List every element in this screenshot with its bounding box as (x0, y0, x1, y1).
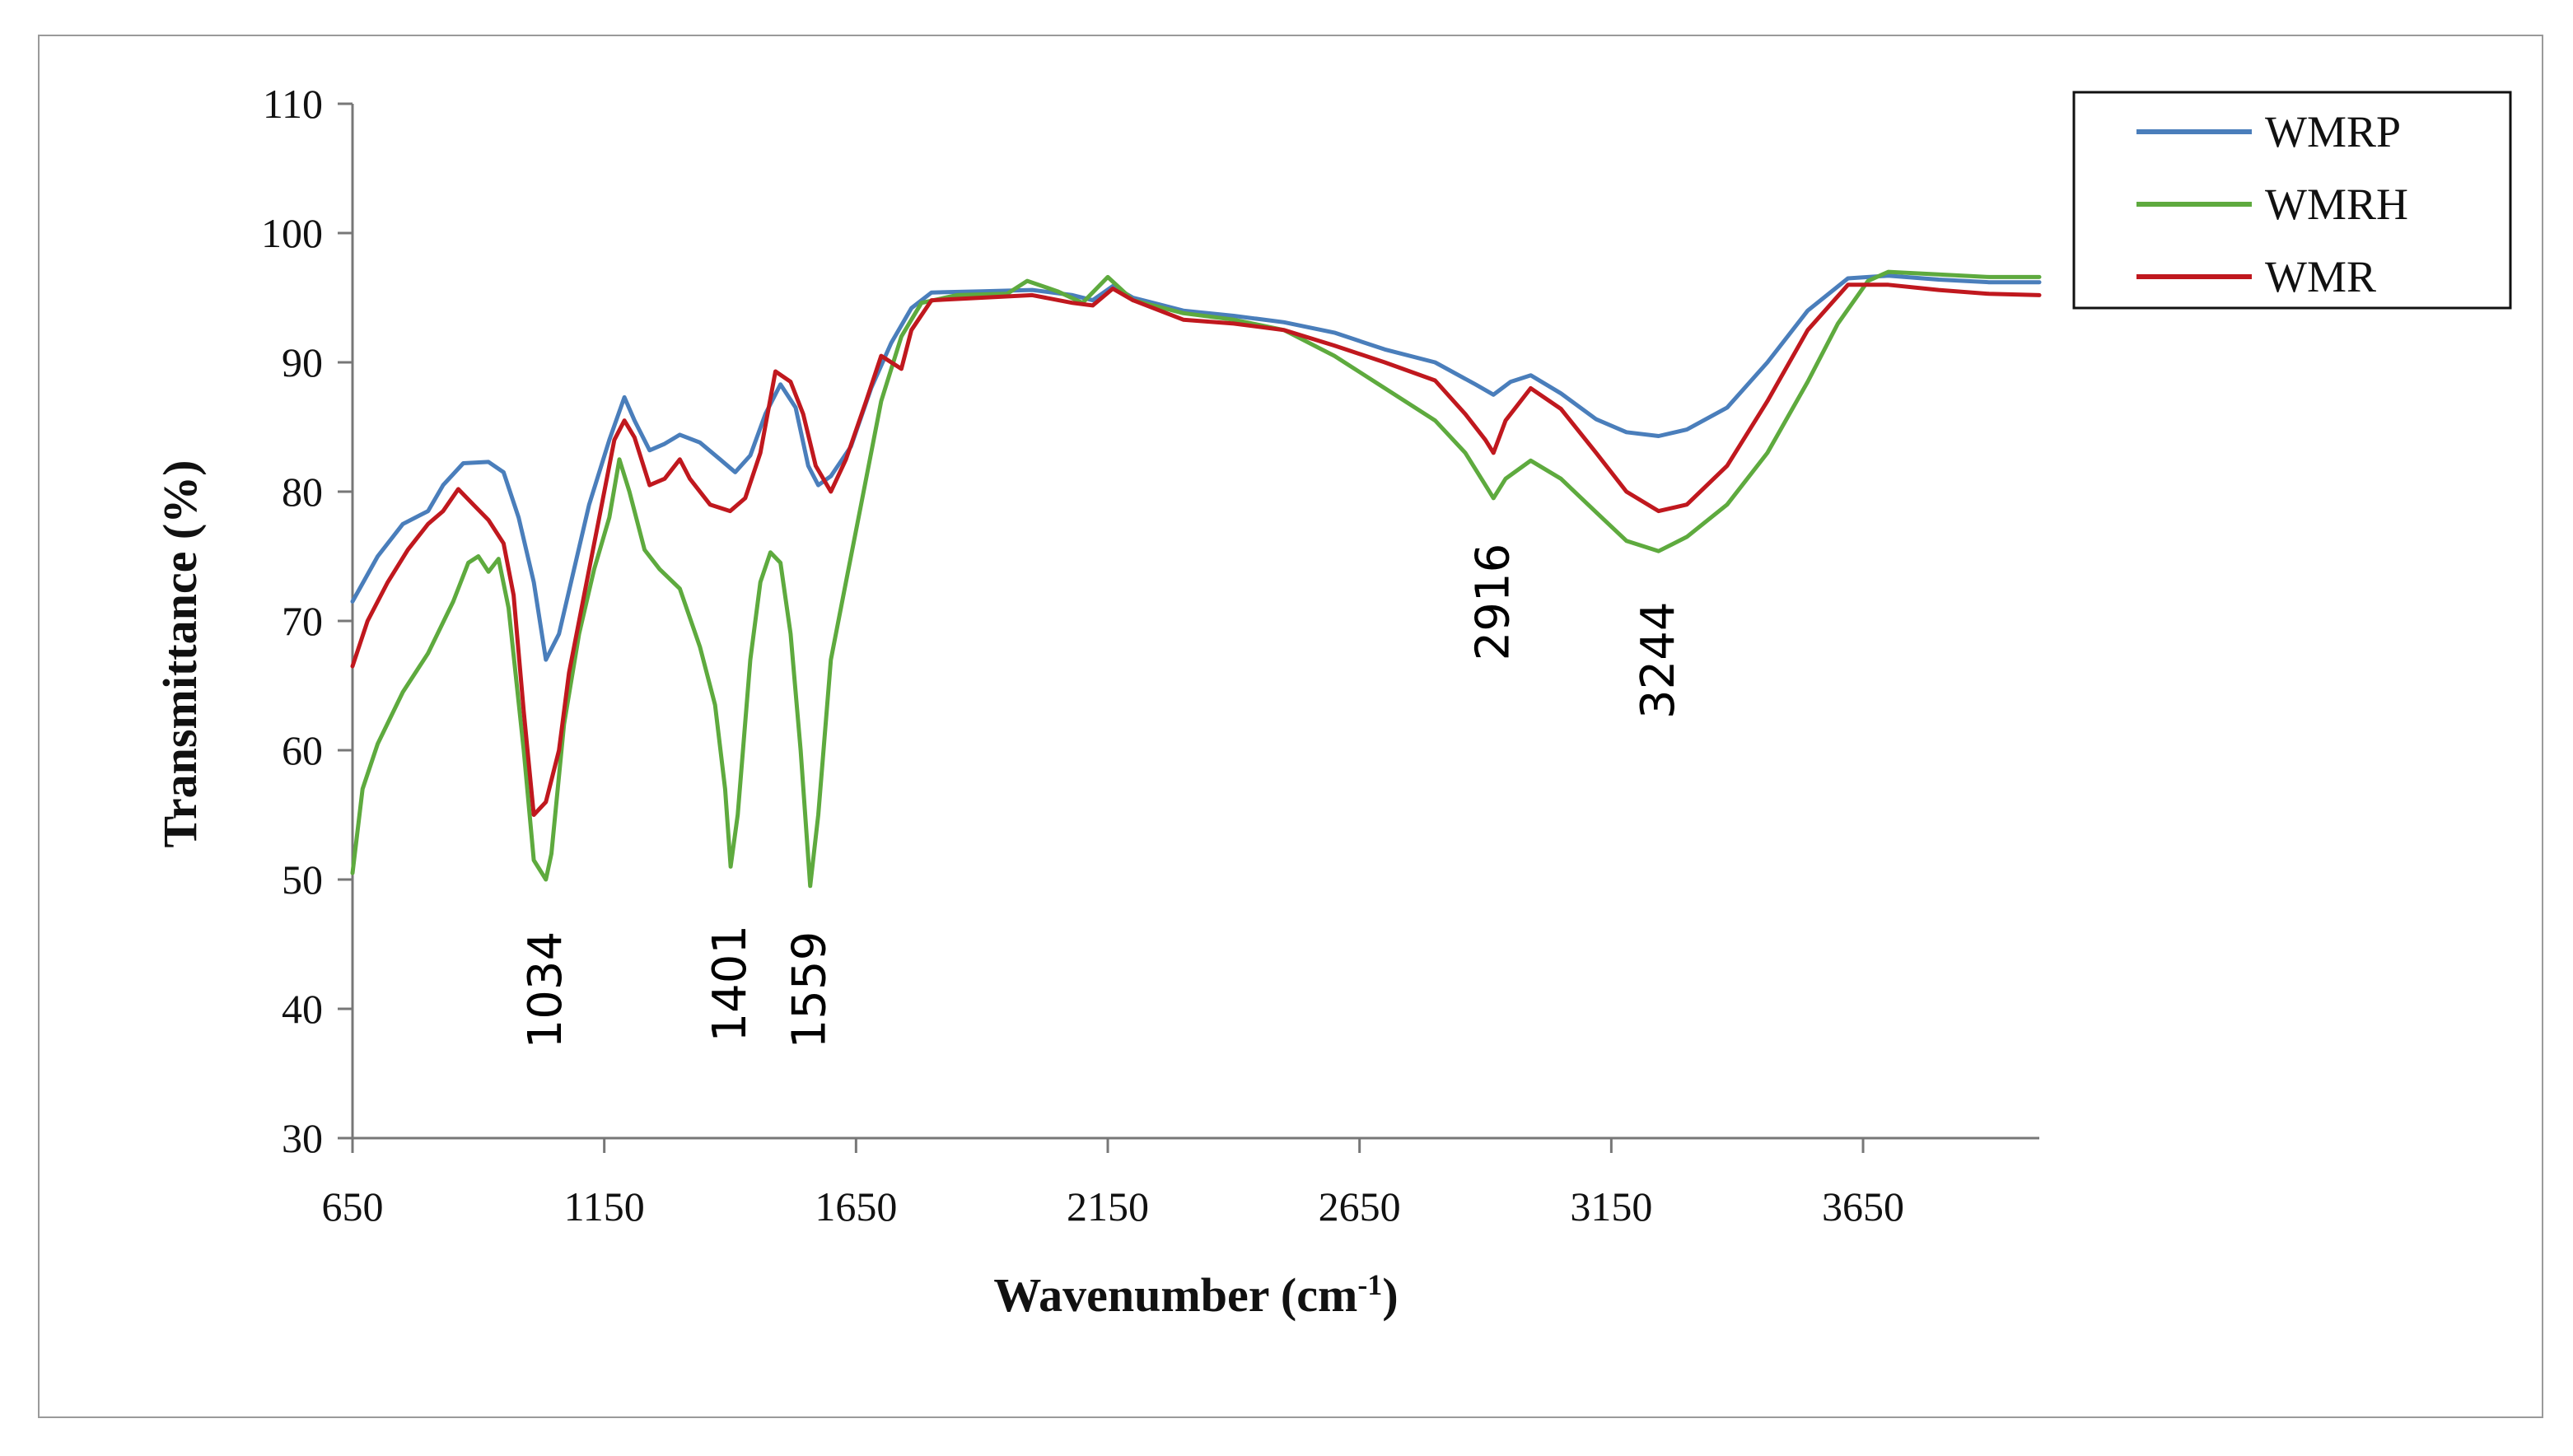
x-tick-label: 3650 (1822, 1183, 1904, 1230)
y-tick-label: 30 (282, 1115, 323, 1161)
y-tick-label: 50 (282, 856, 323, 903)
y-tick-label: 80 (282, 469, 323, 515)
y-tick-label: 110 (263, 81, 323, 127)
x-tick-label: 2650 (1319, 1183, 1401, 1230)
peak-annotations: 1034 1401 1559 2916 3244 (519, 544, 1685, 1049)
legend-label-wmr: WMR (2265, 252, 2376, 301)
ftir-chart: 30 40 50 60 70 80 90 100 110 650 1150 1650 2150 2650 3… (153, 81, 2512, 1322)
y-tick-label: 60 (282, 727, 323, 773)
x-tick-label: 650 (322, 1183, 384, 1230)
legend-label-wmrp: WMRP (2265, 107, 2401, 156)
peak-label-1034: 1034 (519, 931, 572, 1049)
x-tick-label: 1150 (564, 1183, 645, 1230)
series-line-wmrh (350, 269, 2042, 889)
x-tick-label: 2150 (1067, 1183, 1149, 1230)
series-line-wmrp (350, 273, 2042, 662)
y-tick-label: 100 (261, 210, 323, 256)
series-line-wmr (350, 282, 2042, 817)
peak-label-1401: 1401 (703, 925, 757, 1043)
y-tick-label: 40 (282, 986, 323, 1032)
legend-box (2072, 91, 2512, 310)
figure-frame: 30 40 50 60 70 80 90 100 110 650 1150 1650 2150 2650 3… (38, 35, 2543, 1418)
legend-label-wmrh: WMRH (2265, 180, 2408, 229)
y-tick-label: 90 (282, 339, 323, 385)
x-tick-label: 3150 (1570, 1183, 1652, 1230)
y-axis-title: Transmittance (%) (153, 460, 207, 848)
axes: 30 40 50 60 70 80 90 100 110 650 1150 1650 2150 2650 3… (261, 81, 2039, 1230)
peak-label-3244: 3244 (1632, 601, 1685, 719)
series-layer (350, 269, 2042, 889)
legend: WMRP WMRH WMR (2072, 91, 2512, 310)
peak-label-2916: 2916 (1466, 544, 1520, 661)
x-tick-label: 1650 (815, 1183, 897, 1230)
x-axis-title: Wavenumber (cm-1) (993, 1268, 1398, 1322)
peak-label-1559: 1559 (783, 931, 837, 1049)
y-tick-label: 70 (282, 598, 323, 644)
